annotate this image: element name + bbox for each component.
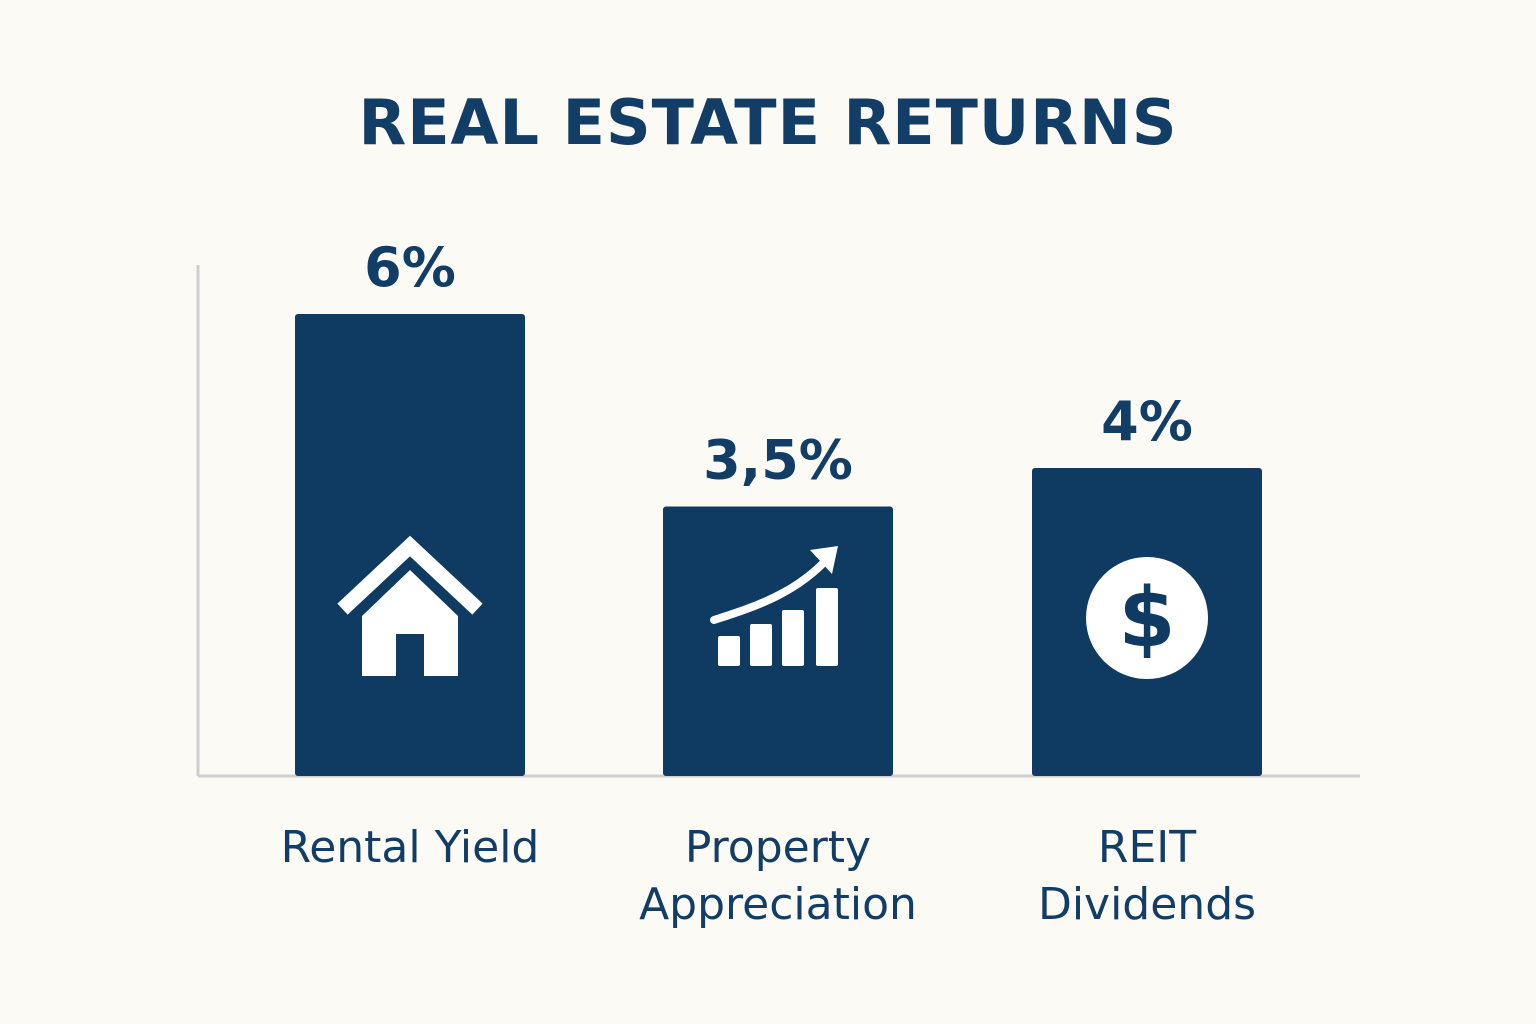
chart-marks: 6% Rental Yield 3,5% Property Appreciation 4%… [281, 236, 1262, 930]
coin-circle [1086, 557, 1208, 679]
dollar-coin-icon: $ [1086, 557, 1208, 679]
growth-bar-1 [718, 636, 740, 666]
growth-chart-icon [710, 546, 838, 666]
growth-bar-2 [750, 624, 772, 666]
house-body [362, 570, 458, 676]
category-label-2-line-1: Property [685, 822, 871, 873]
house-roof [337, 535, 483, 615]
category-label-3-line-2: Dividends [1038, 879, 1256, 930]
category-label-2-line-2: Appreciation [639, 879, 917, 930]
value-label-3: 4% [1101, 390, 1193, 453]
growth-bar-3 [782, 610, 804, 666]
category-label-3-line-1: REIT [1098, 822, 1196, 873]
value-label-2: 3,5% [703, 429, 853, 492]
growth-arrow-line [710, 552, 834, 624]
dollar-sign: $ [1118, 571, 1175, 666]
growth-arrow-head [810, 546, 838, 574]
category-label-1: Rental Yield [281, 822, 540, 873]
bar-2 [663, 506, 893, 776]
value-label-1: 6% [364, 236, 456, 299]
chart-title: REAL ESTATE RETURNS [358, 86, 1178, 159]
house-icon [337, 535, 483, 676]
growth-bar-4 [816, 588, 838, 666]
